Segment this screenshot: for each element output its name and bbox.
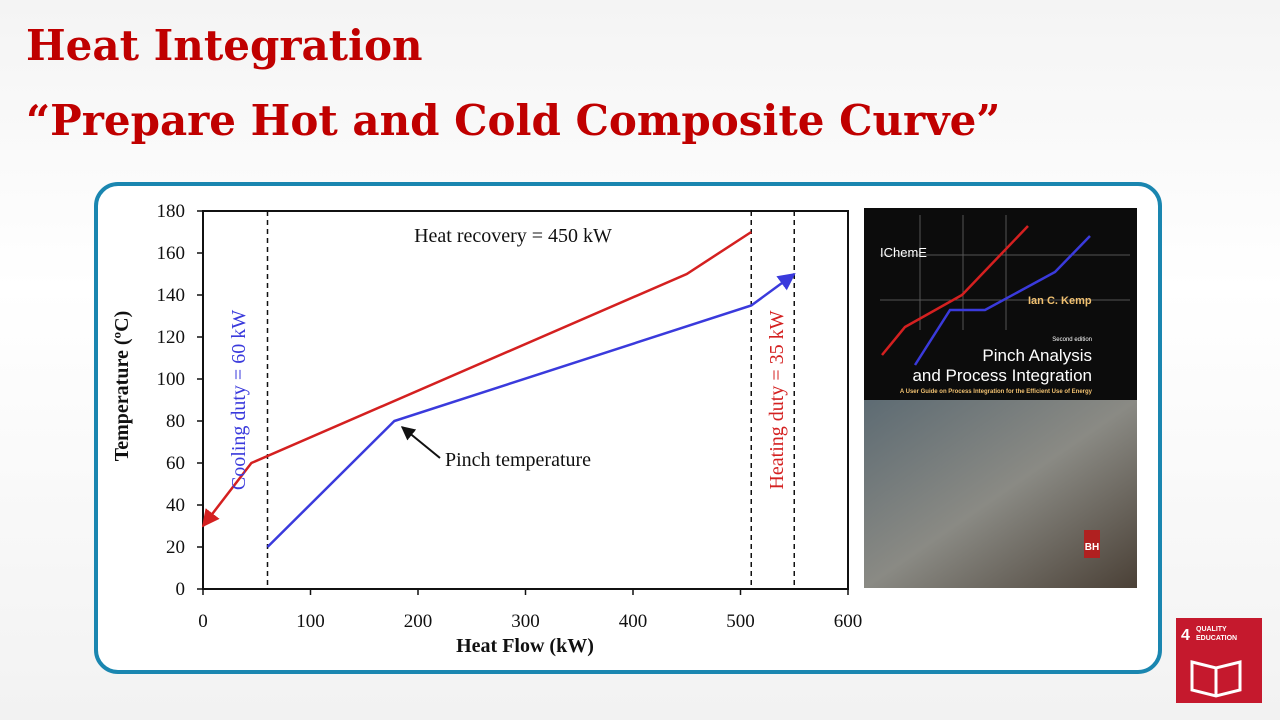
- y-tick-label: 180: [157, 201, 186, 222]
- sdg-label: QUALITY: [1196, 626, 1227, 633]
- edition: Second edition: [1052, 337, 1092, 343]
- slide-title: Heat Integration: [26, 21, 423, 70]
- y-tick-label: 60: [166, 453, 185, 474]
- x-tick-label: 300: [511, 611, 540, 632]
- cover-curve: [881, 225, 1029, 356]
- x-axis-label: Heat Flow (kW): [456, 635, 594, 657]
- book-title: Pinch Analysis: [982, 346, 1092, 365]
- x-tick-label: 600: [834, 611, 863, 632]
- annotation: Heat recovery = 450 kW: [414, 225, 612, 247]
- x-tick-label: 200: [404, 611, 433, 632]
- sdg-icon: [1190, 660, 1242, 698]
- sdg-number: 4: [1181, 627, 1190, 644]
- book-cover: IChemE Ian C. Kemp Second edition Pinch …: [864, 208, 1137, 588]
- y-tick-label: 40: [166, 495, 185, 516]
- imprint: BH: [1085, 542, 1099, 553]
- author: Ian C. Kemp: [1028, 295, 1092, 307]
- annotation: Heating duty = 35 kW: [766, 310, 788, 489]
- imprint-box: [1084, 530, 1100, 558]
- x-tick-label: 500: [726, 611, 755, 632]
- annotation: Pinch temperature: [445, 449, 591, 471]
- y-tick-label: 0: [176, 579, 186, 600]
- y-tick-label: 80: [166, 411, 185, 432]
- composite-curve: [266, 272, 796, 548]
- pinch-arrow: [400, 426, 441, 459]
- x-tick-label: 0: [198, 611, 208, 632]
- cover-photo: [864, 400, 1137, 588]
- y-tick-label: 140: [157, 285, 186, 306]
- sdg-box: [1176, 618, 1262, 703]
- cover-curve: [913, 235, 1091, 366]
- chart: Heat Flow (kW) Temperature (ºC) 0 100 200 3…: [111, 201, 862, 657]
- book-subtitle: A User Guide on Process Integration for …: [900, 389, 1093, 395]
- composite-curve: [201, 230, 752, 528]
- annotation: Cooling duty = 60 kW: [228, 310, 250, 490]
- book-title: and Process Integration: [912, 366, 1092, 385]
- sdg-badge: 4 QUALITY EDUCATION: [1176, 618, 1262, 703]
- y-axis-label: Temperature (ºC): [111, 311, 133, 461]
- slide-subtitle: “Prepare Hot and Cold Composite Curve”: [26, 96, 1000, 145]
- sdg-label: EDUCATION: [1196, 635, 1237, 642]
- publisher: IChemE: [880, 245, 927, 260]
- y-tick-label: 160: [157, 243, 186, 264]
- x-tick-label: 100: [296, 611, 325, 632]
- x-tick-label: 400: [619, 611, 648, 632]
- y-tick-label: 20: [166, 537, 185, 558]
- y-tick-label: 120: [157, 327, 186, 348]
- y-tick-label: 100: [157, 369, 186, 390]
